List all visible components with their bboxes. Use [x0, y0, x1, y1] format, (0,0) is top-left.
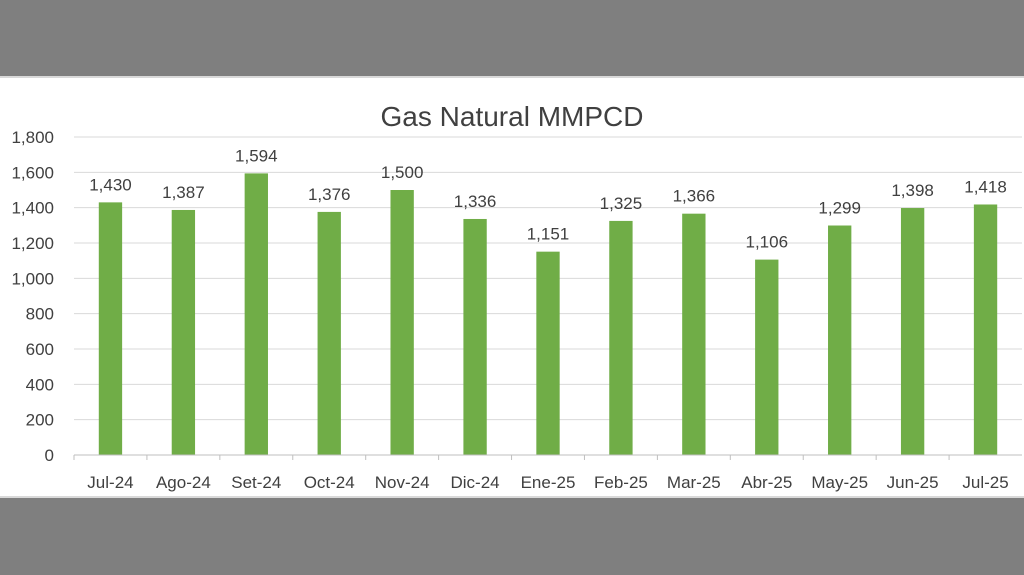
bar: [609, 220, 633, 455]
bar: [463, 218, 487, 455]
y-tick-label: 600: [26, 340, 54, 359]
y-tick-label: 800: [26, 305, 54, 324]
bar: [900, 208, 925, 455]
y-tick-label: 400: [26, 375, 54, 394]
data-label: 1,430: [89, 175, 132, 194]
x-tick-label: May-25: [811, 473, 868, 492]
bar: [390, 190, 414, 455]
x-axis: Jul-24 Ago-24 Set-24 Oct-24 Nov-24 Dic-24 Ene-…: [73, 454, 1022, 492]
data-label: 1,366: [673, 187, 716, 206]
x-tick-label: Oct-24: [304, 473, 355, 492]
chart-title: Gas Natural MMPCD: [381, 101, 644, 132]
x-tick-label: Jul-24: [87, 473, 133, 492]
y-tick-label: 200: [26, 411, 54, 430]
data-labels: 1,430 1,387 1,594 1,376 1,500 1,336 1,151 1,325…: [89, 146, 1007, 251]
y-tick-label: 1,200: [11, 234, 54, 253]
bar: [682, 213, 706, 455]
bar: [755, 259, 779, 455]
x-tick-label: Ago-24: [156, 473, 211, 492]
bars: [98, 173, 998, 456]
data-label: 1,151: [527, 225, 570, 244]
data-label: 1,500: [381, 163, 424, 182]
bar: [171, 209, 196, 455]
bar: [828, 225, 852, 455]
x-tick-label: Nov-24: [375, 473, 430, 492]
bar: [244, 173, 268, 456]
bar: [536, 251, 560, 455]
data-label: 1,418: [964, 177, 1007, 196]
x-tick-label: Ene-25: [521, 473, 576, 492]
y-tick-label: 1,000: [11, 269, 54, 288]
x-tick-label: Feb-25: [594, 473, 648, 492]
y-axis: 0 200 400 600 800 1,000 1,200 1,400 1,600 1,800: [11, 128, 54, 465]
y-tick-label: 1,600: [11, 163, 54, 182]
x-tick-label: Mar-25: [667, 473, 721, 492]
data-label: 1,299: [818, 199, 861, 218]
y-tick-label: 0: [45, 446, 54, 465]
y-tick-label: 1,400: [11, 199, 54, 218]
data-label: 1,594: [235, 146, 278, 165]
data-label: 1,325: [600, 194, 643, 213]
bar: [973, 204, 998, 455]
x-tick-label: Set-24: [231, 473, 281, 492]
data-label: 1,398: [891, 181, 934, 200]
chart-panel: [0, 76, 1024, 498]
x-tick-label: Abr-25: [741, 473, 792, 492]
x-tick-label: Jun-25: [887, 473, 939, 492]
data-label: 1,106: [745, 233, 788, 252]
x-tick-label: Dic-24: [451, 473, 500, 492]
bar: [98, 202, 123, 455]
data-label: 1,376: [308, 185, 351, 204]
data-label: 1,387: [162, 183, 205, 202]
bar: [317, 211, 341, 455]
data-label: 1,336: [454, 192, 497, 211]
y-tick-label: 1,800: [11, 128, 54, 147]
x-tick-label: Jul-25: [962, 473, 1008, 492]
